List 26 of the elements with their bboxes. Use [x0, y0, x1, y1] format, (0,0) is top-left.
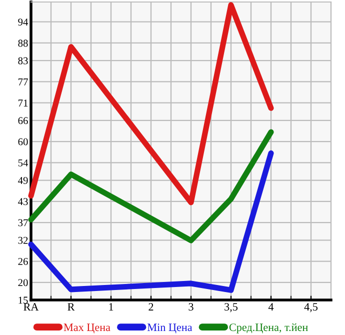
y-tick-label: 71: [18, 100, 28, 106]
y-tick-label: 88: [18, 40, 28, 47]
legend-label: Max Цена: [64, 324, 110, 334]
x-tick-label: 1: [109, 303, 114, 310]
legend-label: Сред.Цена, т.йен: [229, 323, 308, 334]
x-tick-label: RA: [24, 303, 39, 310]
y-tick-label: 15: [18, 296, 28, 304]
x-tick-label: 3,5: [224, 303, 238, 312]
y-tick-label: 77: [18, 78, 28, 86]
legend-label: Min Цена: [147, 324, 192, 334]
x-tick-label: 4: [268, 303, 274, 310]
x-tick-label: 2: [148, 303, 154, 310]
x-tick-label: 3: [188, 303, 194, 311]
y-tick-label: 94: [18, 18, 28, 26]
y-tick-label: 66: [18, 117, 28, 124]
y-tick-label: 43: [18, 198, 28, 206]
y-tick-label: 49: [18, 177, 28, 184]
y-tick-label: 54: [18, 159, 28, 166]
y-tick-label: 26: [18, 258, 28, 265]
y-tick-label: 83: [18, 57, 28, 64]
y-tick-label: 37: [18, 219, 28, 226]
x-tick-label: 4,5: [304, 303, 318, 312]
x-tick-label: R: [68, 303, 75, 310]
y-tick-label: 20: [18, 279, 28, 286]
y-tick-label: 32: [18, 236, 28, 244]
y-tick-label: 60: [18, 138, 28, 146]
